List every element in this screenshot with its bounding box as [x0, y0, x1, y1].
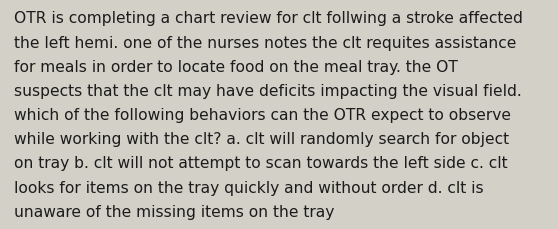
Text: while working with the clt? a. clt will randomly search for object: while working with the clt? a. clt will …	[14, 132, 509, 147]
Text: on tray b. clt will not attempt to scan towards the left side c. clt: on tray b. clt will not attempt to scan …	[14, 156, 508, 171]
Text: looks for items on the tray quickly and without order d. clt is: looks for items on the tray quickly and …	[14, 180, 484, 195]
Text: which of the following behaviors can the OTR expect to observe: which of the following behaviors can the…	[14, 108, 511, 123]
Text: OTR is completing a chart review for clt follwing a stroke affected: OTR is completing a chart review for clt…	[14, 11, 523, 26]
Text: the left hemi. one of the nurses notes the clt requites assistance: the left hemi. one of the nurses notes t…	[14, 35, 516, 50]
Text: unaware of the missing items on the tray: unaware of the missing items on the tray	[14, 204, 334, 219]
Text: for meals in order to locate food on the meal tray. the OT: for meals in order to locate food on the…	[14, 60, 458, 74]
Text: suspects that the clt may have deficits impacting the visual field.: suspects that the clt may have deficits …	[14, 84, 522, 98]
